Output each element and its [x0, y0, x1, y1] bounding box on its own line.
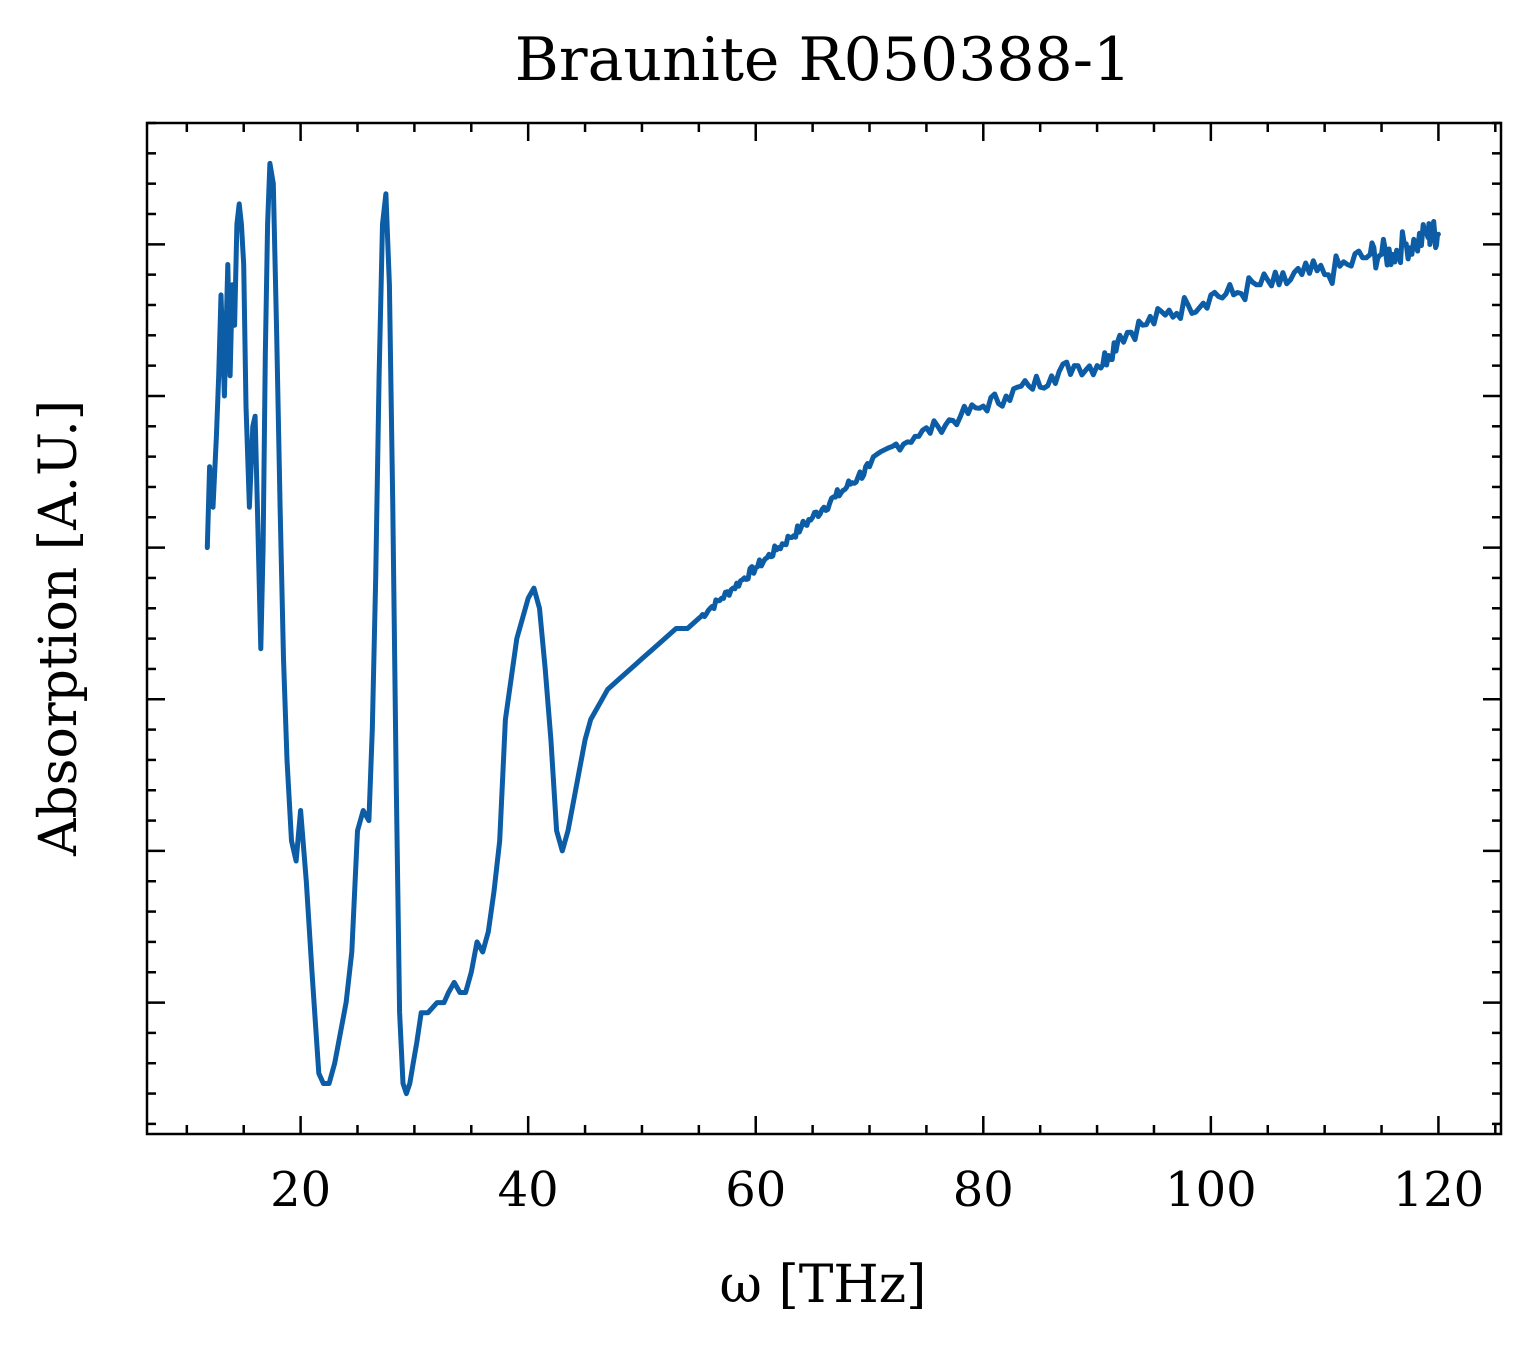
y-major-ticks	[147, 243, 1501, 1004]
x-tick-label: 20	[270, 1162, 331, 1218]
y-axis-label: Absorption [A.U.]	[29, 400, 89, 857]
series-line	[204, 160, 1441, 1097]
x-tick-label: 100	[1165, 1162, 1257, 1218]
x-tick-label: 80	[953, 1162, 1014, 1218]
x-tick-labels: 20 40 60 80 100 120	[270, 1162, 1484, 1218]
x-tick-label: 40	[498, 1162, 559, 1218]
x-axis-label: ω [THz]	[720, 1255, 927, 1315]
x-minor-ticks	[185, 123, 1497, 1134]
x-tick-label: 60	[725, 1162, 786, 1218]
series-group	[204, 160, 1441, 1097]
chart-title: Braunite R050388-1	[515, 25, 1131, 95]
x-major-ticks	[299, 123, 1440, 1134]
plot-frame	[145, 121, 1503, 1136]
x-tick-label: 120	[1393, 1162, 1485, 1218]
